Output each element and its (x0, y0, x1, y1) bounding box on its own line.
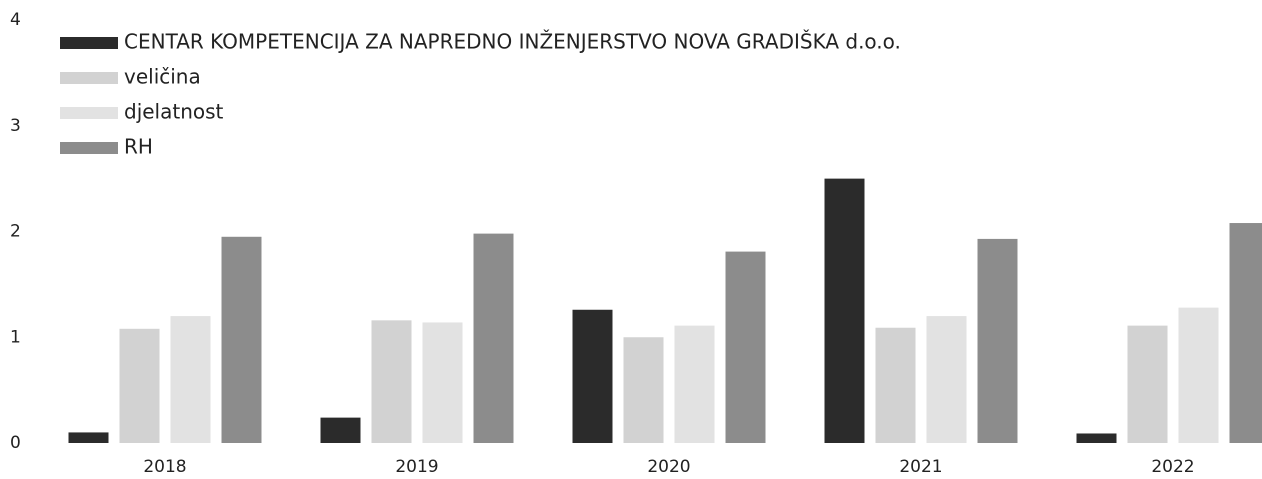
bar (1127, 325, 1168, 443)
bar (725, 251, 766, 443)
bar (221, 236, 262, 443)
legend-swatch (60, 142, 118, 154)
x-tick-label: 2020 (647, 457, 690, 477)
bar (824, 178, 865, 443)
bar (1178, 307, 1219, 443)
y-tick-label: 2 (10, 222, 21, 242)
bar (422, 322, 463, 443)
bar (926, 316, 967, 443)
bar (572, 309, 613, 443)
y-tick-label: 3 (10, 116, 21, 136)
bar (371, 320, 412, 443)
bar (119, 328, 160, 443)
bar (1076, 433, 1117, 443)
bar (977, 238, 1018, 443)
bar (473, 233, 514, 443)
x-tick-label: 2019 (395, 457, 438, 477)
bar (1229, 223, 1262, 443)
bar (320, 417, 361, 443)
bar (170, 316, 211, 443)
legend-swatch (60, 72, 118, 84)
legend-label: CENTAR KOMPETENCIJA ZA NAPREDNO INŽENJER… (124, 30, 901, 54)
x-tick-label: 2018 (143, 457, 186, 477)
legend-label: veličina (124, 65, 201, 89)
legend-label: djelatnost (124, 100, 224, 124)
y-tick-label: 0 (10, 433, 21, 453)
y-tick-label: 4 (10, 10, 21, 30)
bar (875, 327, 916, 443)
legend-swatch (60, 37, 118, 49)
legend-label: RH (124, 135, 153, 159)
y-tick-label: 1 (10, 327, 21, 347)
bar (623, 337, 664, 443)
x-tick-label: 2022 (1151, 457, 1194, 477)
bar (68, 432, 109, 443)
x-tick-label: 2021 (899, 457, 942, 477)
bar (674, 325, 715, 443)
legend-swatch (60, 107, 118, 119)
